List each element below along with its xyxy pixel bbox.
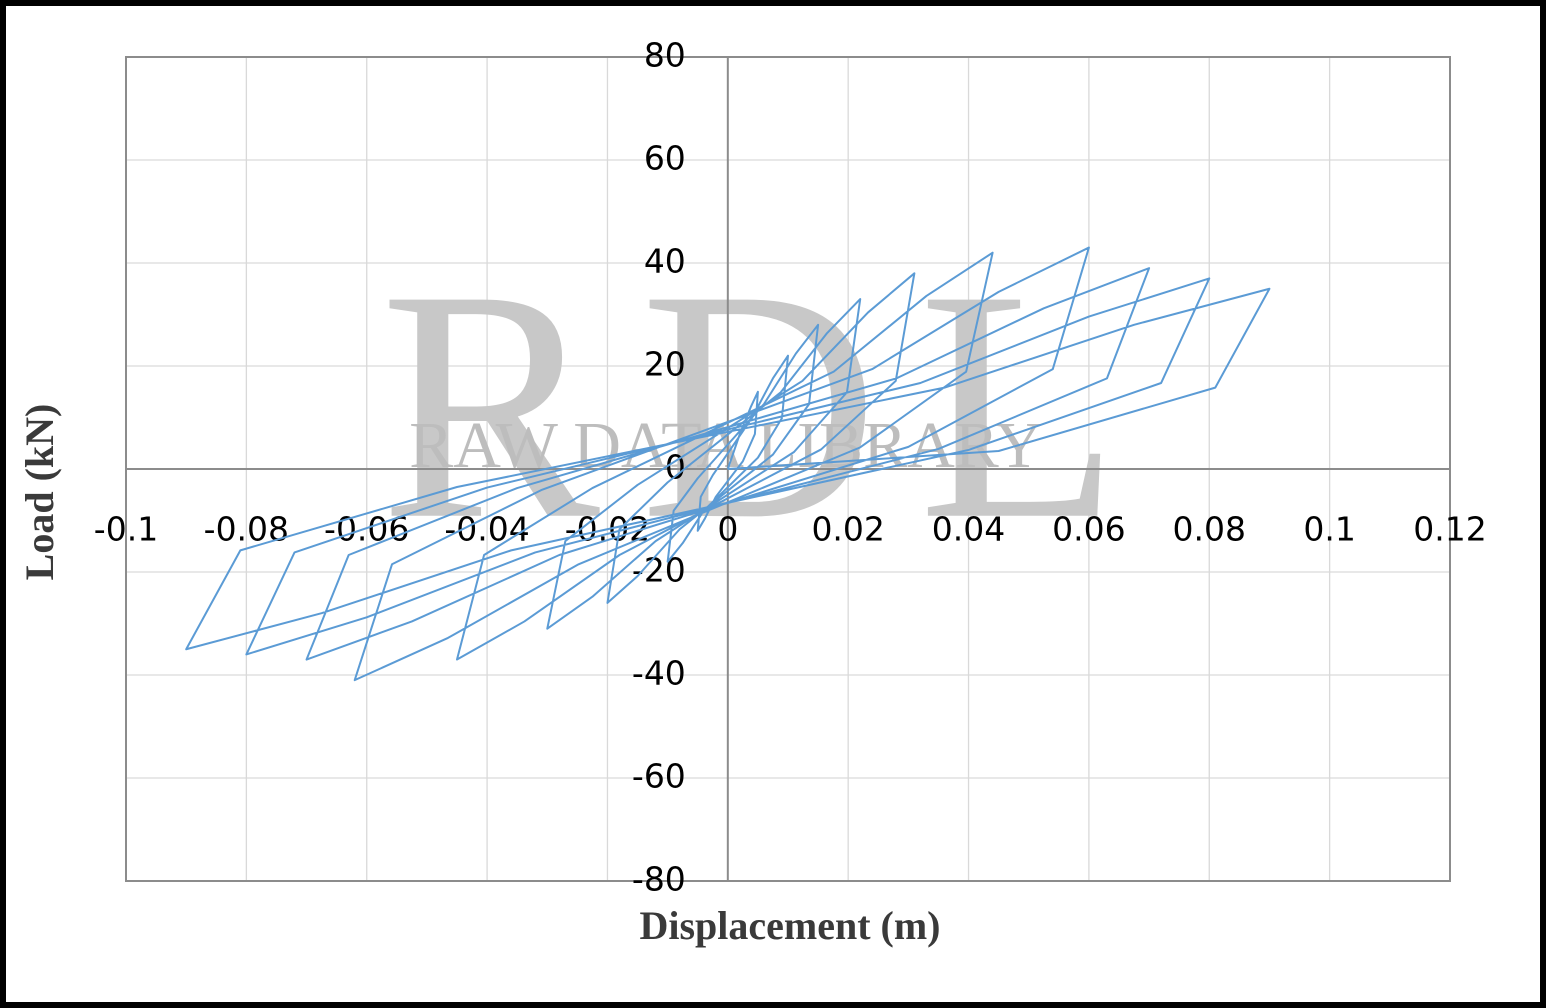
watermark-letters: RDL [380,223,1160,588]
y-tick-label: 20 [644,345,686,384]
y-tick-label: 40 [644,242,686,281]
y-tick-label: -40 [632,654,686,693]
x-tick-label: 0.12 [1413,510,1486,549]
x-tick-label: -0.08 [204,510,289,549]
x-tick-label: 0.02 [811,510,884,549]
y-tick-label: -60 [632,757,686,796]
y-tick-label: 0 [665,448,686,487]
y-tick-label: 80 [644,36,686,75]
y-tick-label: -20 [632,551,686,590]
y-tick-label: -80 [632,860,686,899]
y-tick-label: 60 [644,139,686,178]
x-tick-label: -0.1 [94,510,158,549]
x-tick-label: 0 [717,510,738,549]
x-tick-label: 0.1 [1303,510,1355,549]
x-tick-label: 0.06 [1052,510,1125,549]
hysteresis-line [185,246,1271,682]
y-axis-title: Load (kN) [17,404,62,581]
x-tick-label: -0.04 [444,510,529,549]
x-tick-label: 0.08 [1173,510,1246,549]
x-axis-title: Displacement (m) [639,903,940,948]
x-tick-label: 0.04 [932,510,1005,549]
